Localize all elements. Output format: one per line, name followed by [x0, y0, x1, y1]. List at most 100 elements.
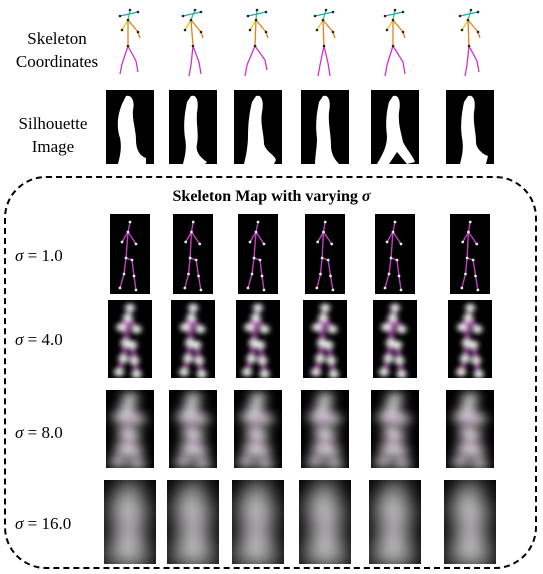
map-joint — [197, 274, 200, 278]
map-bone — [392, 221, 396, 233]
skeleton-joint — [191, 44, 195, 48]
skeleton-map-tile — [375, 214, 415, 294]
map-joint — [114, 367, 124, 377]
map-joint — [392, 444, 407, 457]
map-bone — [190, 221, 194, 233]
map-joint — [465, 303, 476, 313]
map-joint — [309, 411, 324, 424]
skeleton-joint — [120, 28, 124, 32]
map-joint — [113, 411, 128, 424]
skeleton-joint — [391, 44, 395, 48]
skeleton-joint — [467, 44, 471, 48]
skeleton-map-tile — [106, 390, 154, 468]
skeleton-joint — [253, 44, 257, 48]
skeleton-bone — [459, 11, 479, 17]
skeleton-joint — [469, 8, 473, 12]
skeleton-map-tile — [303, 300, 347, 378]
skeleton-bone — [244, 64, 248, 77]
skeleton-bone — [319, 45, 325, 66]
map-bone — [319, 257, 323, 275]
map-bone — [123, 257, 127, 275]
map-joint — [122, 272, 126, 276]
skeleton-joint — [331, 10, 335, 14]
map-joint — [193, 551, 214, 564]
map-joint — [331, 288, 335, 292]
map-joint — [122, 391, 138, 404]
map-bone — [253, 231, 257, 259]
map-bone — [187, 257, 191, 275]
sigma-label-16: σ = 16.0 — [15, 514, 72, 533]
map-joint — [183, 401, 199, 414]
map-joint — [390, 429, 405, 441]
map-joint — [471, 258, 475, 262]
skeleton-bone — [322, 19, 325, 47]
map-joint — [461, 240, 465, 244]
map-bone — [119, 273, 125, 289]
map-joint — [395, 413, 410, 426]
map-bone — [384, 273, 390, 289]
skeleton-bone — [246, 45, 256, 66]
skeleton-bone — [184, 19, 192, 31]
skeleton-joint — [331, 30, 335, 34]
skeleton-joint — [476, 30, 480, 34]
skeleton-joint — [264, 30, 268, 34]
map-joint — [262, 242, 266, 246]
map-joint — [328, 369, 339, 378]
skeleton-bone — [249, 19, 257, 31]
map-joint — [466, 429, 481, 441]
map-joint — [194, 356, 205, 365]
map-joint — [134, 288, 138, 292]
skeleton-bone — [317, 64, 321, 77]
skeleton-joint — [128, 8, 132, 12]
skeleton-bone — [190, 9, 196, 21]
map-joint — [475, 242, 479, 246]
skeleton-map-tile — [299, 480, 351, 564]
map-joint — [179, 367, 189, 377]
skeleton-map-tile — [108, 300, 152, 378]
map-joint — [324, 503, 344, 520]
map-joint — [393, 551, 413, 564]
map-joint — [460, 354, 470, 363]
skeleton-figure — [305, 2, 345, 82]
map-joint — [128, 220, 132, 224]
skeleton-bone — [190, 45, 194, 66]
map-joint — [381, 322, 392, 332]
skeleton-joint — [476, 10, 480, 14]
skeleton-joint — [193, 8, 197, 12]
map-joint — [134, 242, 138, 246]
map-bone — [261, 275, 265, 291]
map-joint — [189, 429, 204, 441]
skeleton-joint — [199, 30, 203, 34]
map-joint — [195, 458, 210, 468]
skeleton-map-tile — [301, 390, 349, 468]
map-bone — [464, 257, 468, 275]
map-joint — [256, 220, 260, 224]
map-joint — [191, 340, 202, 350]
map-joint — [253, 537, 273, 553]
skeleton-bone — [254, 45, 266, 61]
skeleton-joint — [255, 8, 259, 12]
map-joint — [253, 303, 263, 313]
map-bone — [390, 231, 394, 259]
map-joint — [379, 367, 389, 377]
map-joint — [259, 324, 270, 334]
map-joint — [396, 324, 407, 334]
skeleton-map-tile — [234, 390, 282, 468]
skeleton-map-tile — [305, 214, 345, 294]
skeleton-figure — [450, 2, 490, 82]
map-joint — [257, 356, 268, 365]
map-bone — [322, 231, 333, 245]
map-joint — [243, 442, 258, 455]
skeleton-bone — [127, 45, 137, 62]
skeleton-joint — [136, 10, 140, 14]
skeleton-bone — [468, 45, 478, 62]
silhouette-image — [234, 90, 282, 164]
skeleton-bone — [264, 59, 268, 71]
skeleton-bone — [386, 19, 394, 31]
skeleton-joint — [126, 18, 130, 22]
skeleton-joint — [246, 14, 250, 18]
map-joint — [465, 256, 469, 260]
map-joint — [325, 551, 346, 564]
map-joint — [188, 303, 199, 313]
skeleton-bone — [386, 45, 394, 66]
